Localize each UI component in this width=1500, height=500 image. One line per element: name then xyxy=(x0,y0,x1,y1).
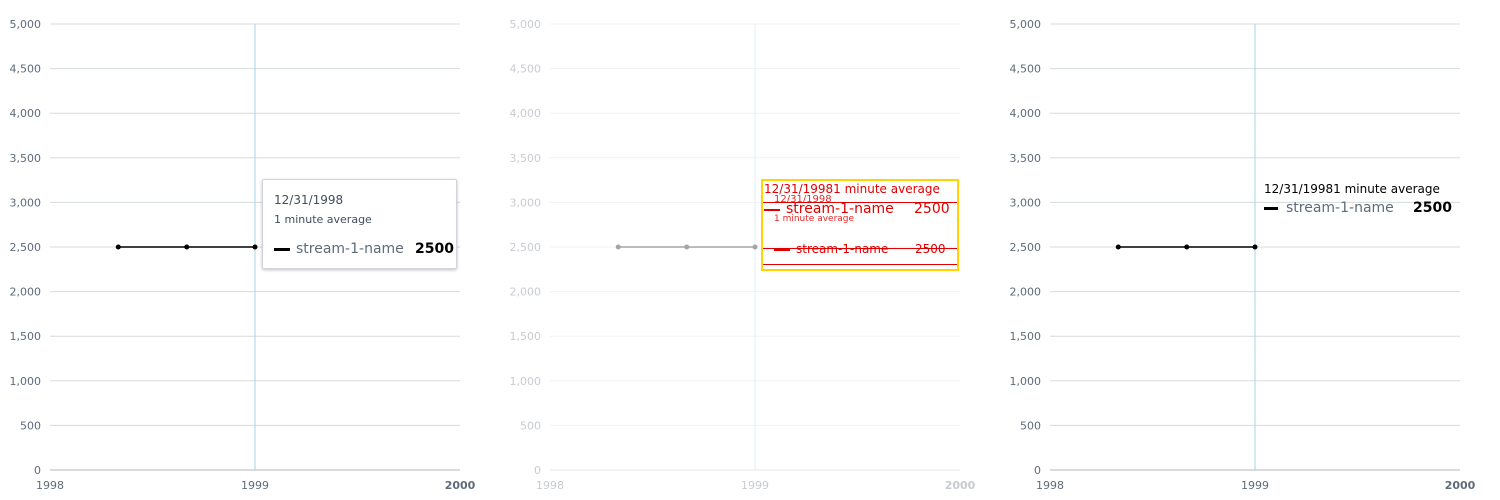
x-tick-label: 1999 xyxy=(1241,479,1269,492)
y-tick-label: 4,000 xyxy=(510,107,542,120)
y-tick-label: 4,500 xyxy=(510,63,542,76)
data-point xyxy=(1252,244,1258,250)
chart-tooltip-plain: 12/31/19981 minute average stream-1-name… xyxy=(1262,179,1472,229)
diff-heading-underline xyxy=(763,202,957,203)
y-tick-label: 4,500 xyxy=(10,63,42,76)
y-tick-label: 1,500 xyxy=(510,330,542,343)
x-tick-label: 2000 xyxy=(945,479,976,492)
y-tick-label: 500 xyxy=(520,419,541,432)
y-tick-label: 0 xyxy=(534,464,541,477)
y-tick-label: 3,000 xyxy=(510,196,542,209)
data-point xyxy=(1115,244,1121,250)
tooltip-heading: 12/31/19981 minute average xyxy=(1264,182,1440,196)
y-tick-label: 5,000 xyxy=(10,18,42,31)
chart-panel-diff: 0 500 1,000 1,500 2,000 2,500 3,000 3,500 4,000 4… xyxy=(510,18,976,492)
data-point xyxy=(752,244,758,250)
y-tick-label: 5,000 xyxy=(510,18,542,31)
diff-ghost-subtitle: 1 minute average xyxy=(774,214,855,224)
diff-swatch-lower xyxy=(774,249,790,251)
data-point xyxy=(615,244,621,250)
y-tick-label: 3,000 xyxy=(10,196,42,209)
diff-heading: 12/31/19981 minute average xyxy=(764,182,940,196)
y-tick-label: 2,000 xyxy=(510,286,542,299)
data-point xyxy=(184,244,190,250)
diff-series-name-upper: stream-1-name xyxy=(786,201,894,217)
tooltip-subtitle: 1 minute average xyxy=(274,213,372,226)
y-tick-label: 1,500 xyxy=(10,330,42,343)
y-tick-label: 2,500 xyxy=(510,241,542,254)
diff-series-value-upper: 2500 xyxy=(914,201,950,217)
tooltip-date: 12/31/1998 xyxy=(274,193,344,207)
y-tick-label: 500 xyxy=(20,419,41,432)
y-tick-label: 2,500 xyxy=(1010,241,1042,254)
y-tick-label: 1,000 xyxy=(1010,375,1042,388)
y-tick-label: 2,000 xyxy=(1010,286,1042,299)
x-tick-label: 1998 xyxy=(36,479,64,492)
x-tick-label: 1998 xyxy=(1036,479,1064,492)
chart-tooltip: 12/31/1998 1 minute average stream-1-nam… xyxy=(262,179,457,269)
x-tick-label: 1999 xyxy=(241,479,269,492)
diff-series-value-lower: 2500 xyxy=(915,242,946,256)
diff-ghost-date: 12/31/1998 xyxy=(774,194,832,205)
x-tick-label: 2000 xyxy=(445,479,476,492)
y-tick-label: 0 xyxy=(1034,464,1041,477)
x-tick-label: 1998 xyxy=(536,479,564,492)
y-tick-label: 1,000 xyxy=(510,375,542,388)
y-tick-label: 2,000 xyxy=(10,286,42,299)
tooltip-series-value: 2500 xyxy=(415,241,454,257)
chart-panel-expected: 0 500 1,000 1,500 2,000 2,500 3,000 3,500 4,000 4… xyxy=(1010,18,1476,492)
tooltip-series-name: stream-1-name xyxy=(1286,200,1394,216)
chart-panel-rendered: 0 500 1,000 1,500 2,000 2,500 3,000 3,500 4,000 4… xyxy=(10,18,476,492)
y-tick-label: 3,500 xyxy=(1010,152,1042,165)
diff-highlight-box: 12/31/19981 minute average 12/31/1998 1 … xyxy=(761,179,959,271)
tooltip-series-name: stream-1-name xyxy=(296,241,404,257)
x-tick-label: 2000 xyxy=(1445,479,1476,492)
y-tick-label: 4,000 xyxy=(10,107,42,120)
y-tick-label: 5,000 xyxy=(1010,18,1042,31)
y-tick-label: 4,000 xyxy=(1010,107,1042,120)
y-tick-label: 3,500 xyxy=(510,152,542,165)
y-tick-label: 3,000 xyxy=(1010,196,1042,209)
data-point xyxy=(1184,244,1190,250)
data-point xyxy=(115,244,121,250)
data-point xyxy=(684,244,690,250)
diff-series-name-lower: stream-1-name xyxy=(796,242,889,256)
tooltip-series-swatch xyxy=(274,248,290,251)
diff-swatch-upper xyxy=(764,209,780,211)
tooltip-series-value: 2500 xyxy=(1413,200,1452,216)
y-tick-label: 0 xyxy=(34,464,41,477)
tooltip-series-swatch xyxy=(1264,207,1278,210)
diff-bottom-line xyxy=(763,264,957,265)
diff-row-line xyxy=(763,248,957,249)
y-tick-label: 3,500 xyxy=(10,152,42,165)
y-tick-label: 1,500 xyxy=(1010,330,1042,343)
y-tick-label: 1,000 xyxy=(10,375,42,388)
x-tick-label: 1999 xyxy=(741,479,769,492)
y-tick-label: 2,500 xyxy=(10,241,42,254)
y-tick-label: 500 xyxy=(1020,419,1041,432)
data-point xyxy=(252,244,258,250)
y-tick-label: 4,500 xyxy=(1010,63,1042,76)
